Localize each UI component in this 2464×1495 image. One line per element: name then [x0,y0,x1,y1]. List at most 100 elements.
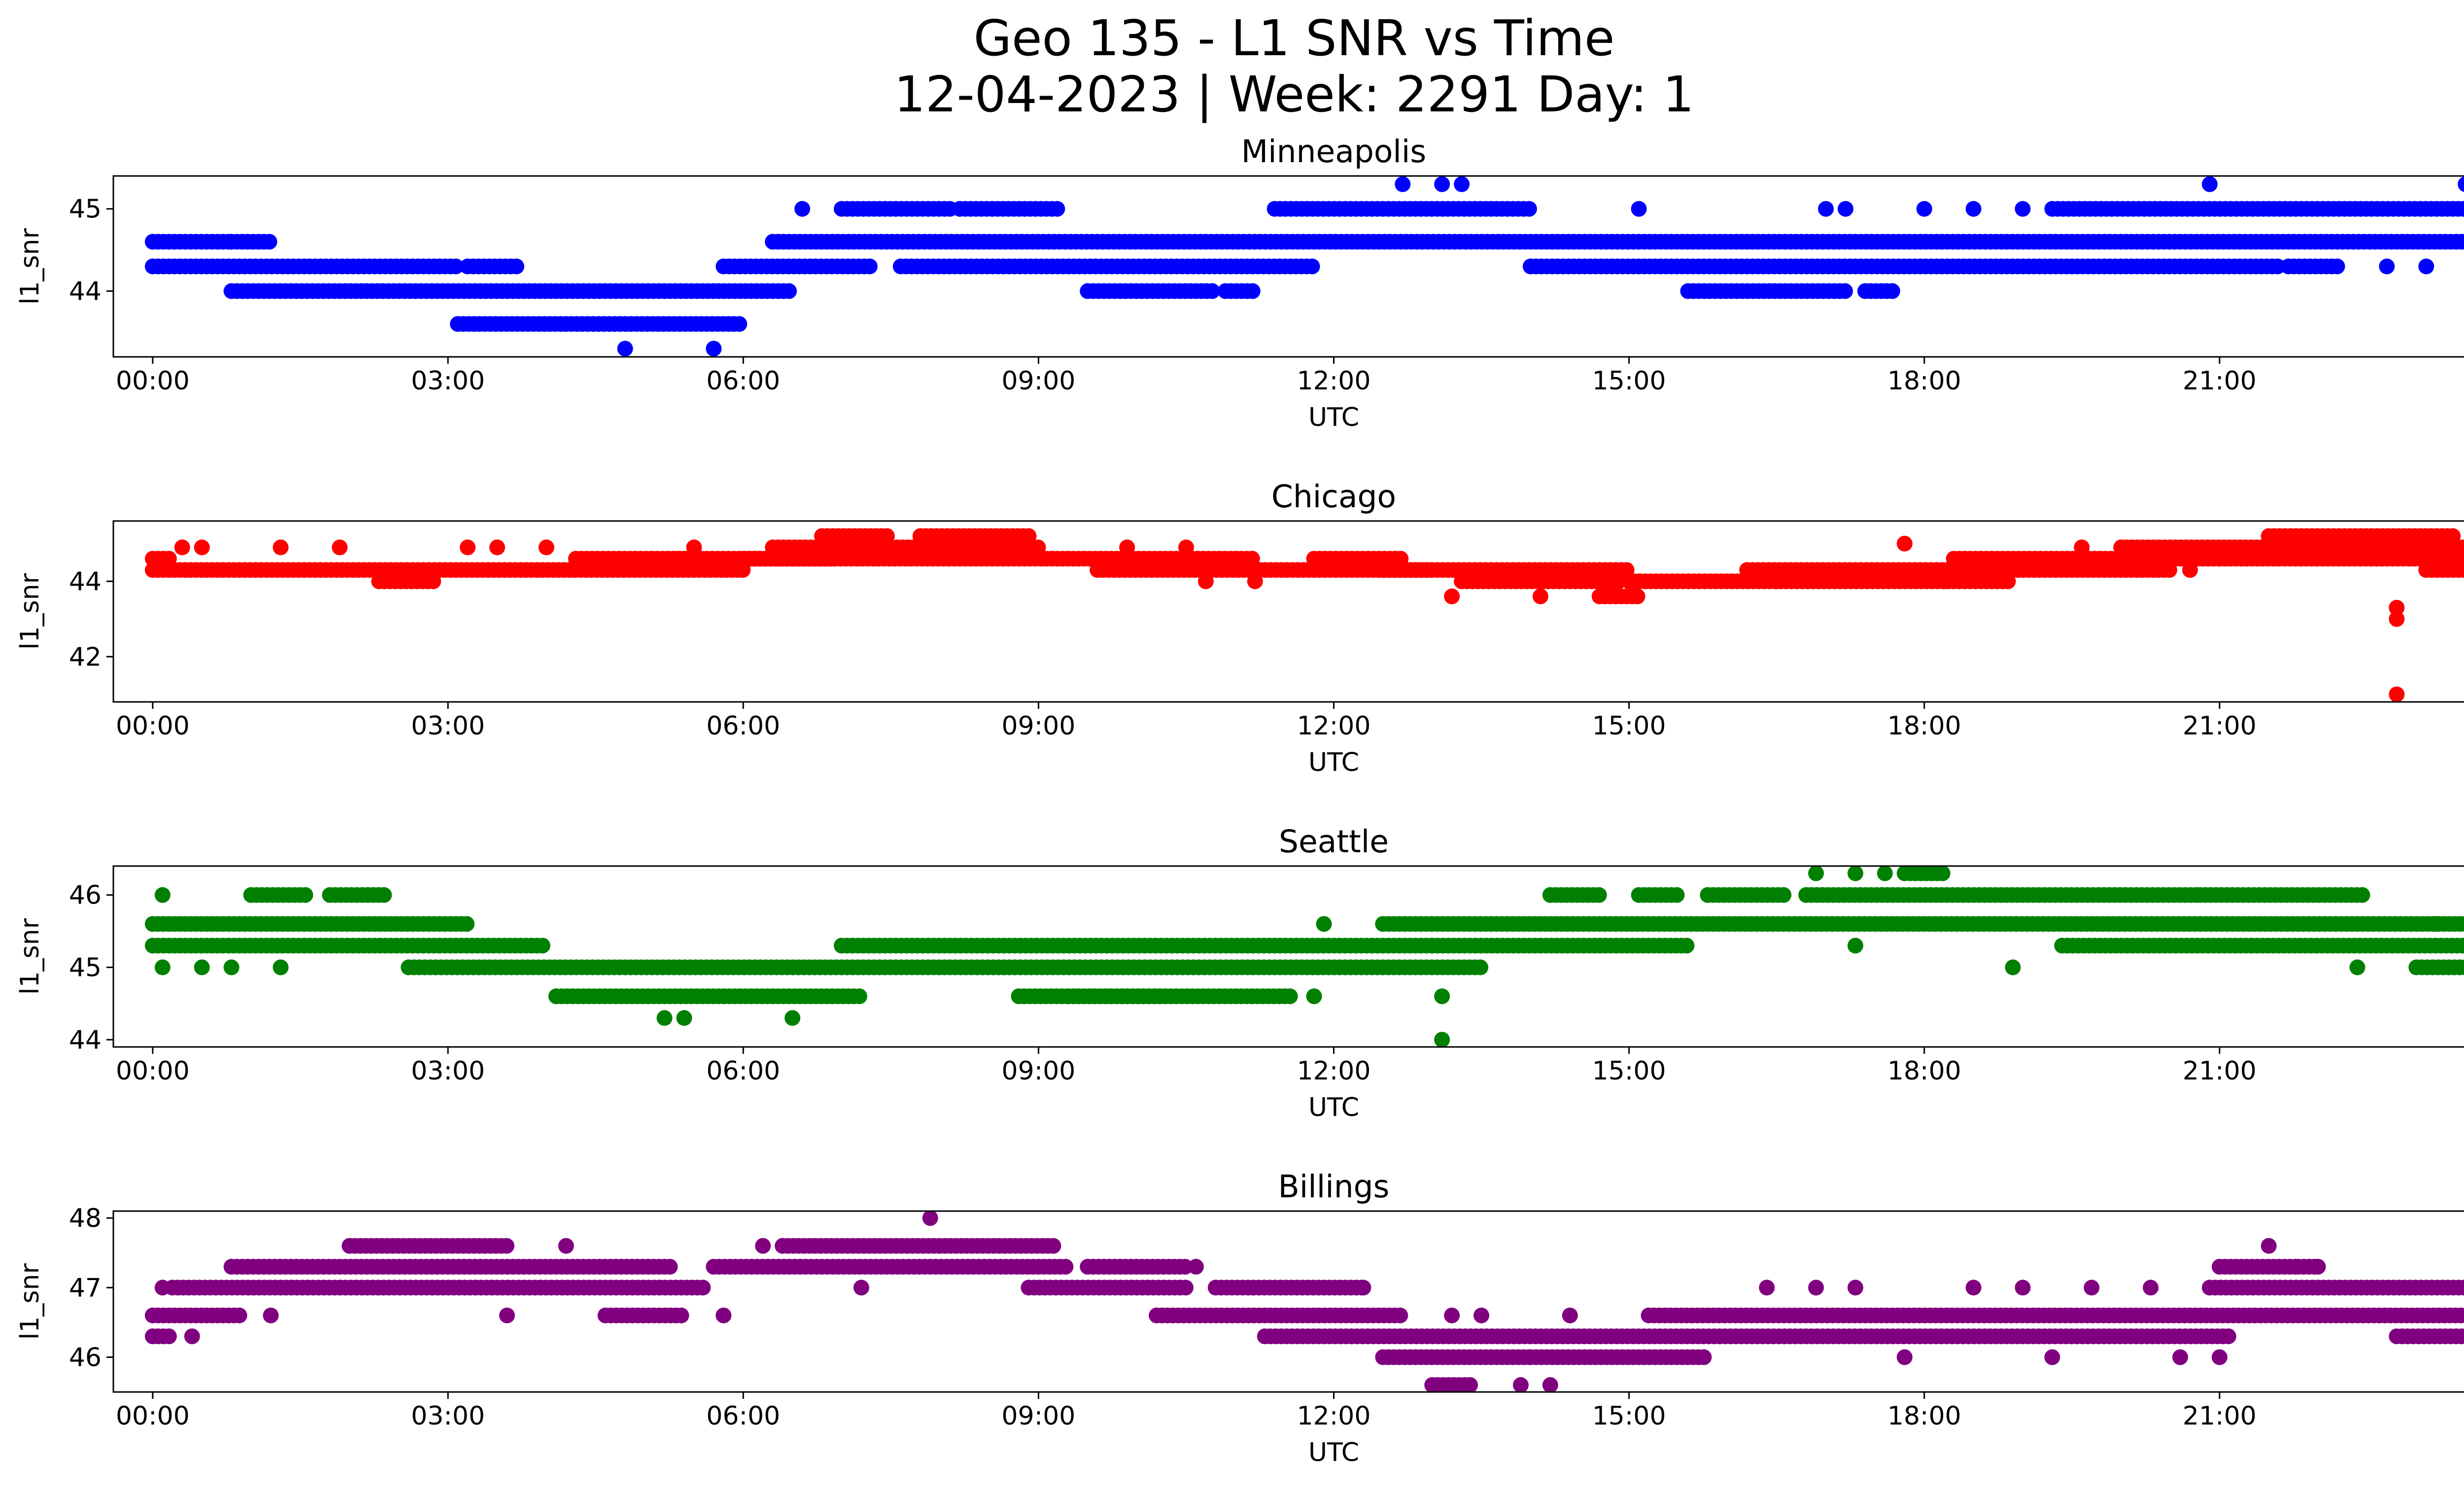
data-point [2389,686,2405,702]
data-point [2428,916,2444,932]
x-axis-label: UTC [1308,403,1359,432]
data-point [1916,201,1932,217]
data-point [174,539,190,556]
data-point [851,988,867,1005]
data-point [1837,283,1853,299]
data-point [1434,1032,1450,1047]
x-tick-label: 03:00 [411,366,485,396]
data-point [161,551,177,567]
data-point [1521,201,1537,217]
x-tick-label: 09:00 [1001,1056,1075,1086]
data-point [673,1307,689,1323]
x-tick-label: 21:00 [2183,1401,2257,1431]
data-point [184,1328,200,1345]
data-point [922,1211,938,1226]
data-point [785,1010,801,1026]
data-point [1896,535,1913,552]
x-tick-label: 03:00 [411,1401,485,1431]
subplot-title: Seattle [1279,824,1389,860]
y-tick-label: 46 [69,1343,102,1372]
data-point [755,1238,771,1254]
x-tick-label: 18:00 [1887,711,1961,741]
data-point [2354,887,2370,903]
data-point [2462,564,2464,576]
data-point [2084,1280,2100,1296]
y-tick-label: 48 [69,1204,102,1233]
data-point [499,1307,515,1323]
data-point [2260,1238,2277,1254]
subplot-title: Chicago [1271,479,1396,515]
data-point [2445,528,2461,544]
y-axis-label: l1_snr [15,228,45,305]
y-tick-label: 46 [69,881,102,910]
data-point [558,1238,574,1254]
data-point [458,916,475,932]
x-tick-label: 15:00 [1592,711,1666,741]
data-point [1512,1377,1529,1392]
data-point [1678,938,1695,954]
data-point [1848,866,1863,881]
x-tick-label: 15:00 [1592,1056,1666,1086]
data-point [853,1280,869,1296]
data-point [273,539,289,556]
data-point [1769,573,1785,590]
data-point [1178,539,1194,556]
data-point [1562,1307,1578,1323]
data-points [144,1211,2464,1392]
data-point [2459,1329,2464,1344]
x-tick-label: 18:00 [1887,1401,1961,1431]
data-point [706,341,722,357]
x-tick-label: 12:00 [1297,1056,1371,1086]
data-point [2457,959,2464,975]
x-tick-label: 09:00 [1001,366,1075,396]
data-point [2015,1280,2031,1296]
data-point [273,959,289,975]
data-point [1669,887,1685,903]
data-point [1877,866,1893,881]
data-point [1848,938,1864,954]
data-point [1119,539,1135,556]
data-point [263,1307,279,1323]
data-point [154,959,171,975]
data-point [2211,1349,2227,1365]
data-point [1896,1349,1913,1365]
data-point [2418,258,2434,275]
data-point [2074,539,2090,556]
data-point [1045,1238,1061,1254]
x-axis-label: UTC [1308,1093,1359,1122]
data-point [1444,1307,1460,1323]
data-point [617,341,633,357]
data-point [2329,258,2345,275]
data-point [1776,887,1792,903]
y-tick-label: 45 [69,953,102,983]
data-point [1247,573,1263,590]
data-point [656,1010,673,1026]
x-tick-label: 12:00 [1297,1401,1371,1431]
figure-title-line-1: Geo 135 - L1 SNR vs Time [974,9,1615,67]
y-tick-label: 45 [69,195,102,224]
y-tick-label: 42 [69,642,102,672]
data-point [1965,201,1982,217]
subplot-billings: Billings 00:00 03:00 06:00 09:00 12:00 15:00 18… [15,1169,2464,1467]
data-point [1188,1258,1204,1275]
data-point [1818,201,1834,217]
data-point [297,887,313,903]
x-tick-label: 15:00 [1592,366,1666,396]
data-point [1808,866,1824,881]
x-axis-label: UTC [1308,748,1359,777]
figure-title-line-2: 12-04-2023 | Week: 2291 Day: 1 [894,66,1694,123]
data-point [1355,1280,1371,1296]
data-point [1395,176,1411,192]
data-point [1808,1280,1824,1296]
data-point [1936,573,1952,590]
data-point [2389,611,2405,627]
data-point [2456,201,2464,217]
data-point [194,539,210,556]
data-point [1739,234,1755,250]
x-tick-label: 06:00 [706,1401,780,1431]
data-point [1934,866,1951,881]
data-point [2310,1258,2326,1275]
data-point [194,959,210,975]
data-point [794,201,811,217]
